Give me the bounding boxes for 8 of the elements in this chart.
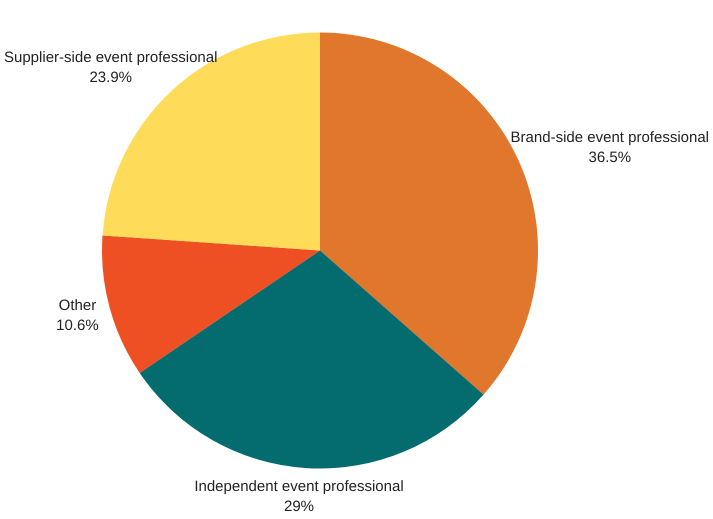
slice-label: Supplier-side event professional [4,48,218,66]
slice-label: Independent event professional [194,478,404,496]
slice-label: Other [58,296,96,314]
data-label: 36.5% [588,148,632,166]
data-label: 23.9% [89,68,132,86]
data-label: 29% [284,498,314,516]
slice-label: Brand-side event professional [510,128,709,146]
data-label: 10.6% [56,316,99,334]
